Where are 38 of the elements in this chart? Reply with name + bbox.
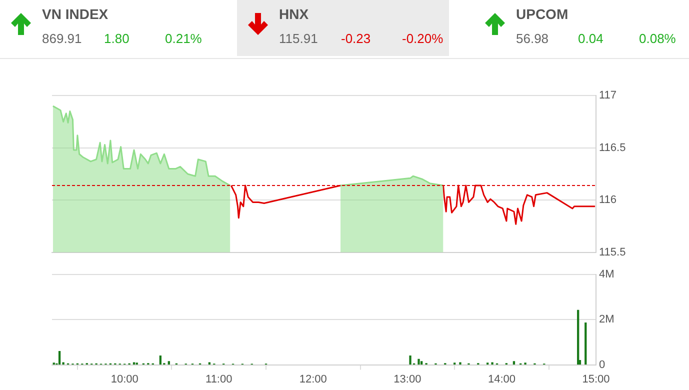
bar bbox=[159, 355, 162, 365]
text: UPCOM bbox=[516, 6, 568, 22]
text: -0.23 bbox=[341, 31, 371, 46]
text: HNX bbox=[279, 6, 309, 22]
bar bbox=[58, 350, 61, 365]
bar bbox=[409, 355, 412, 365]
bar bbox=[584, 322, 587, 365]
text: 0.08% bbox=[639, 31, 676, 46]
text: 115.91 bbox=[279, 31, 318, 46]
text: 869.91 bbox=[42, 31, 82, 46]
y-tick-label: 115.5 bbox=[599, 246, 626, 258]
bar bbox=[577, 310, 580, 365]
bar bbox=[168, 361, 170, 365]
x-tick-label: 10:00 bbox=[110, 373, 138, 386]
bar bbox=[208, 362, 211, 365]
bar bbox=[418, 358, 420, 365]
x-tick-label: 14:00 bbox=[488, 373, 516, 386]
y-tick-label: 4M bbox=[599, 268, 614, 281]
y-tick-label: 116 bbox=[599, 194, 617, 206]
bar bbox=[132, 362, 136, 365]
y-tick-label: 117 bbox=[599, 90, 617, 102]
text: 0.21% bbox=[165, 31, 202, 46]
x-tick-label: 15:00 bbox=[582, 373, 610, 386]
text: 56.98 bbox=[516, 31, 549, 46]
bar bbox=[420, 361, 423, 365]
text: 0.04 bbox=[578, 31, 604, 46]
y-tick-label: 2M bbox=[599, 314, 614, 326]
x-tick-label: 11:00 bbox=[206, 373, 232, 386]
y-tick-label: 0 bbox=[599, 358, 606, 371]
text: VN INDEX bbox=[42, 6, 108, 22]
y-tick-label: 116.5 bbox=[599, 142, 626, 154]
x-tick-label: 13:00 bbox=[394, 373, 422, 386]
bar bbox=[459, 362, 462, 365]
text: 1.80 bbox=[104, 31, 130, 46]
text: -0.20% bbox=[402, 31, 444, 46]
bar bbox=[512, 361, 516, 365]
bar bbox=[491, 362, 494, 365]
x-tick-label: 12:00 bbox=[299, 373, 327, 386]
